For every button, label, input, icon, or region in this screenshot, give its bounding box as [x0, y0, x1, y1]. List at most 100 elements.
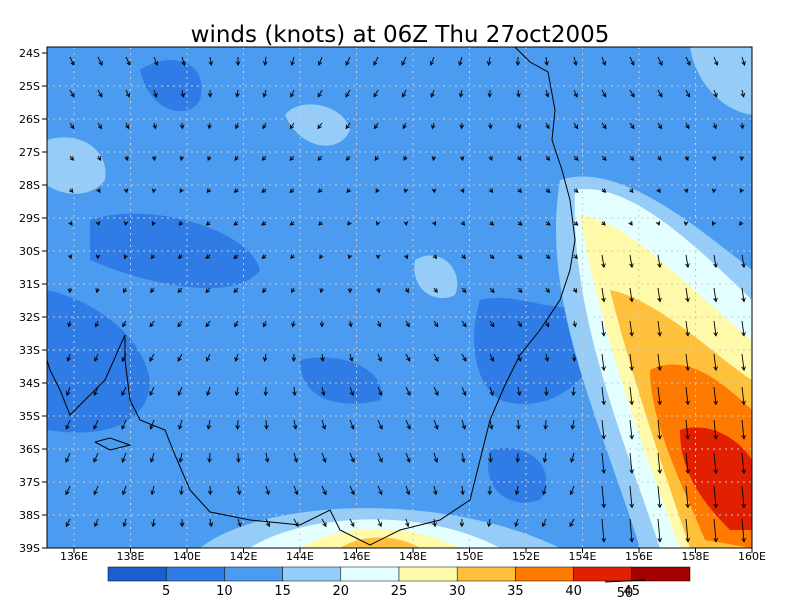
wind-vector [69, 155, 75, 161]
wind-vector [657, 56, 663, 66]
wind-vector [235, 89, 240, 98]
wind-vector [543, 419, 548, 430]
lon-label: 152E [512, 550, 540, 563]
contour-fill [300, 357, 382, 404]
lat-label: 36S [19, 443, 40, 456]
wind-vector [293, 452, 298, 463]
wind-vector [317, 89, 323, 98]
wind-vector [545, 188, 551, 193]
wind-vector [431, 155, 437, 162]
wind-vector [348, 320, 353, 328]
wind-vector [713, 485, 718, 509]
wind-vector [150, 254, 156, 260]
wind-vector [433, 419, 439, 430]
wind-vector [487, 89, 493, 98]
wind-vector [289, 221, 295, 226]
lon-label: 150E [456, 550, 484, 563]
wind-vector [713, 353, 718, 372]
wind-vector [489, 320, 495, 328]
lon-label: 154E [569, 550, 597, 563]
wind-vector [514, 485, 520, 496]
wind-vector [657, 287, 662, 303]
colorbar-swatch [631, 566, 691, 582]
wind-vector [459, 122, 465, 130]
wind-vector [349, 419, 355, 430]
wind-vector [517, 221, 523, 226]
wind-vector [264, 452, 270, 463]
wind-vector [489, 287, 495, 293]
wind-vector [431, 220, 437, 226]
wind-vector [377, 353, 382, 362]
wind-vector [601, 485, 606, 509]
wind-vector [317, 122, 323, 130]
wind-vector [629, 320, 634, 337]
wind-vector [95, 287, 100, 294]
wind-vector [741, 287, 746, 303]
wind-vector [405, 518, 410, 528]
wind-vector [293, 485, 299, 496]
wind-vector [629, 188, 634, 193]
colorbar-label: 20 [333, 584, 350, 599]
wind-vector [319, 254, 324, 260]
wind-vector [320, 353, 325, 362]
wind-vector [573, 254, 578, 260]
wind-vector [321, 452, 327, 463]
wind-vector [741, 452, 746, 475]
wind-vector [321, 485, 327, 496]
wind-vector [433, 452, 439, 463]
wind-vector [542, 452, 548, 463]
wind-vector [205, 254, 211, 259]
wind-vector [346, 188, 351, 193]
wind-vector [433, 353, 439, 362]
wind-vector [488, 419, 494, 430]
lon-label: 138E [117, 550, 145, 563]
wind-vector [293, 518, 299, 528]
contour-fill [140, 60, 202, 112]
wind-vector [349, 452, 355, 463]
wind-vector [629, 155, 635, 161]
wind-vector [740, 89, 746, 98]
wind-vector [233, 188, 239, 193]
wind-vector [573, 56, 578, 66]
wind-vector [628, 220, 633, 226]
lat-label: 34S [19, 377, 40, 390]
contour-fill [680, 427, 752, 530]
wind-vector [345, 56, 351, 66]
wind-vector [488, 122, 493, 130]
wind-vector [69, 89, 75, 98]
wind-vector [741, 320, 746, 337]
wind-vector [151, 518, 156, 528]
wind-vector [461, 254, 466, 260]
wind-vector [205, 320, 211, 328]
colorbar-label: 45 [624, 584, 641, 599]
wind-vector [207, 122, 212, 130]
wind-vector [601, 386, 606, 406]
wind-vector [713, 419, 718, 440]
wind-vector [545, 122, 550, 130]
wind-vector [207, 89, 213, 98]
wind-vector [629, 89, 635, 98]
wind-vector [573, 89, 578, 98]
lat-label: 25S [19, 80, 40, 93]
wind-vector [601, 353, 606, 372]
lat-label: 38S [19, 509, 40, 522]
wind-vector [739, 188, 744, 194]
wind-vector [403, 155, 408, 162]
wind-vector [685, 518, 691, 543]
wind-vector [233, 254, 239, 259]
wind-vector [403, 188, 409, 194]
wind-vector [405, 485, 411, 496]
wind-vector [123, 287, 128, 294]
wind-vector [151, 155, 157, 162]
wind-vector [65, 485, 71, 496]
wind-vector [657, 485, 662, 509]
lat-label: 31S [19, 278, 40, 291]
axis-labels: 24S 25S 26S 27S 28S 29S 30S 31S 32S 33S 34S 35S 36S 3… [19, 47, 766, 563]
wind-vector [488, 188, 494, 194]
wind-vector [739, 122, 745, 130]
wind-vector [517, 155, 522, 161]
wind-vector [629, 287, 634, 303]
wind-vector [402, 122, 407, 130]
wind-vector [206, 188, 212, 194]
wind-vector [569, 485, 575, 496]
